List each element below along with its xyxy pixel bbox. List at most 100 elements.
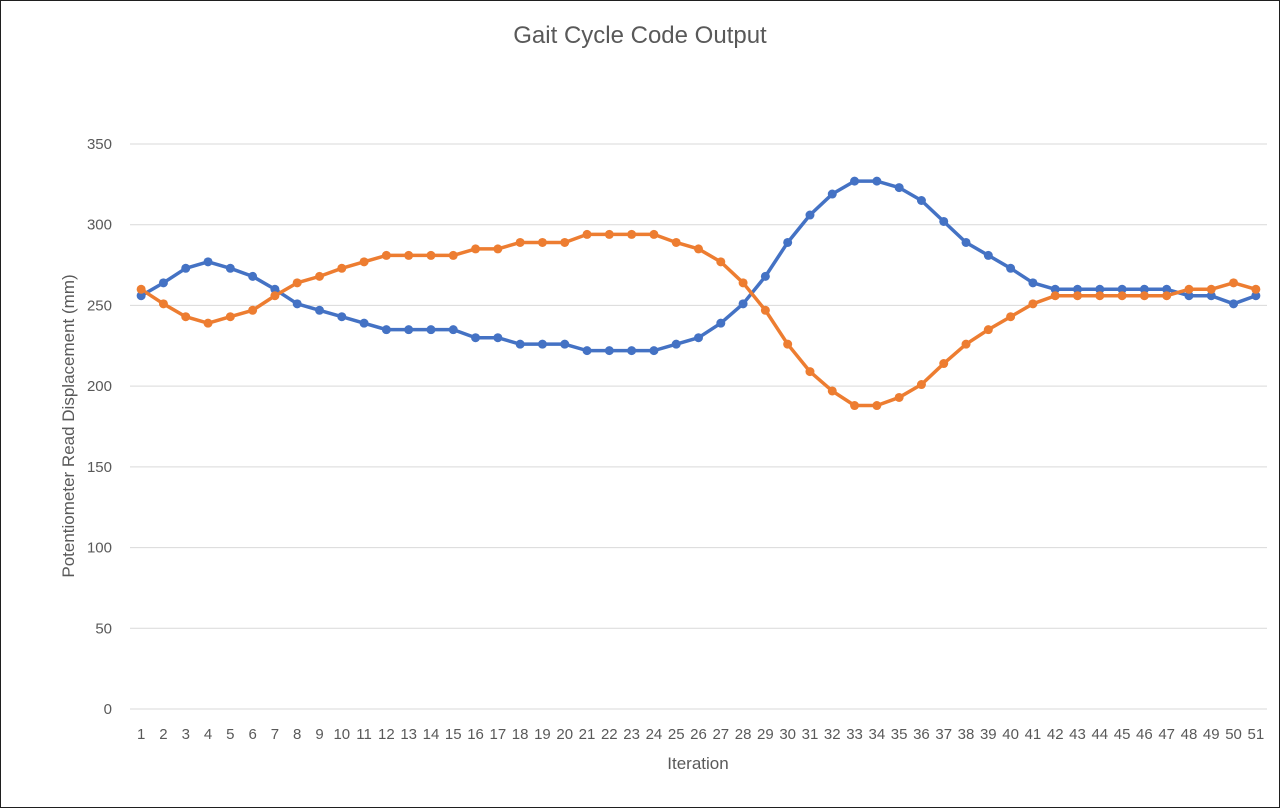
series-1-point bbox=[671, 339, 681, 349]
series-2-point bbox=[1206, 284, 1216, 294]
series-2-point bbox=[671, 237, 681, 247]
x-tick-label: 19 bbox=[534, 726, 551, 743]
x-tick-label: 18 bbox=[512, 726, 529, 743]
x-tick-label: 46 bbox=[1136, 726, 1153, 743]
series-1-point bbox=[181, 263, 191, 273]
y-tick-label: 100 bbox=[87, 540, 112, 557]
series-2-point bbox=[181, 312, 191, 322]
series-1-point bbox=[827, 189, 837, 199]
series-2-point bbox=[203, 318, 213, 328]
series-1-point bbox=[694, 333, 703, 343]
series-2-point bbox=[404, 250, 414, 260]
series-1-point bbox=[916, 196, 926, 205]
x-tick-label: 6 bbox=[248, 726, 256, 743]
series-2-point bbox=[916, 380, 926, 390]
x-tick-label: 7 bbox=[271, 726, 279, 743]
x-tick-label: 37 bbox=[935, 726, 952, 743]
series-1-point bbox=[270, 284, 280, 294]
series-2-point bbox=[1139, 291, 1149, 301]
x-tick-label: 33 bbox=[846, 726, 863, 743]
series-2-point bbox=[716, 257, 726, 267]
series-1-point bbox=[1206, 291, 1216, 301]
series-2-point bbox=[515, 237, 525, 247]
series-1-point bbox=[961, 237, 971, 247]
series-2-point bbox=[292, 278, 302, 288]
series-1-point bbox=[1073, 284, 1082, 294]
series-2-point bbox=[738, 278, 748, 288]
x-tick-label: 41 bbox=[1025, 726, 1042, 743]
series-2-point bbox=[1184, 284, 1194, 294]
x-tick-label: 21 bbox=[579, 726, 596, 743]
series-2-point bbox=[604, 229, 614, 239]
x-tick-label: 12 bbox=[378, 726, 395, 743]
series-2-point bbox=[939, 359, 949, 369]
x-tick-label: 14 bbox=[423, 726, 440, 743]
series-1-point bbox=[604, 346, 614, 356]
y-tick-label: 50 bbox=[95, 620, 112, 637]
x-tick-label: 15 bbox=[445, 726, 462, 743]
x-tick-label: 48 bbox=[1181, 726, 1198, 743]
x-tick-label: 30 bbox=[779, 726, 796, 743]
y-axis-title: Potentiometer Read Displacement (mm) bbox=[59, 274, 78, 577]
series-1-point bbox=[493, 333, 503, 343]
series-1-point bbox=[716, 318, 726, 328]
series-2-point bbox=[850, 401, 860, 411]
series-1-point bbox=[1139, 284, 1149, 294]
series-1-point bbox=[1251, 291, 1261, 301]
series-2-point bbox=[560, 237, 570, 247]
series-1-point bbox=[136, 291, 146, 301]
x-tick-label: 1 bbox=[137, 726, 145, 743]
series-1-point bbox=[1050, 284, 1060, 294]
series-1-point bbox=[649, 346, 659, 356]
x-tick-label: 17 bbox=[490, 726, 507, 743]
y-tick-label: 350 bbox=[87, 136, 112, 153]
series-2-point bbox=[315, 271, 324, 281]
series-2-point bbox=[983, 325, 993, 335]
chart-title: Gait Cycle Code Output bbox=[513, 22, 767, 49]
series-2-point bbox=[248, 305, 258, 315]
series-2-point bbox=[1006, 312, 1016, 322]
series-2-point bbox=[1251, 284, 1261, 294]
series-2-point bbox=[359, 257, 369, 267]
y-tick-label: 200 bbox=[87, 378, 112, 395]
series-2-point bbox=[1050, 291, 1060, 301]
x-tick-label: 9 bbox=[315, 726, 323, 743]
series-2-point bbox=[1073, 291, 1082, 301]
series-1-point bbox=[448, 325, 458, 335]
y-tick-label: 250 bbox=[87, 297, 112, 314]
series-2-point bbox=[537, 237, 547, 247]
series-1-point bbox=[1184, 291, 1194, 301]
series-2-point bbox=[1117, 291, 1127, 301]
series-2-point bbox=[872, 401, 882, 411]
series-2-point bbox=[649, 229, 659, 239]
x-tick-label: 4 bbox=[204, 726, 212, 743]
x-tick-label: 23 bbox=[623, 726, 640, 743]
x-tick-label: 2 bbox=[159, 726, 167, 743]
series-2-point bbox=[1028, 299, 1038, 309]
series-2-point bbox=[1162, 291, 1172, 301]
series-1-point bbox=[983, 250, 993, 260]
series-2-point bbox=[493, 244, 503, 254]
x-tick-label: 27 bbox=[712, 726, 729, 743]
series-2-point bbox=[381, 250, 391, 260]
series-1-point bbox=[805, 210, 815, 220]
x-tick-label: 28 bbox=[735, 726, 752, 743]
x-tick-label: 51 bbox=[1248, 726, 1265, 743]
series-1-point bbox=[850, 176, 860, 186]
series-2-point bbox=[805, 367, 815, 377]
series-1-point bbox=[337, 312, 347, 322]
series-1-point bbox=[158, 278, 168, 288]
x-tick-label: 29 bbox=[757, 726, 774, 743]
x-tick-label: 25 bbox=[668, 726, 685, 743]
series-2-point bbox=[426, 250, 436, 260]
series-1-point bbox=[1006, 263, 1016, 273]
series-1-point bbox=[894, 183, 904, 193]
series-1-point bbox=[359, 318, 369, 328]
series-1-point bbox=[939, 216, 949, 226]
series-1-point bbox=[872, 176, 882, 186]
series-1-point bbox=[292, 299, 302, 309]
x-tick-label: 45 bbox=[1114, 726, 1131, 743]
series-1-point bbox=[560, 339, 570, 349]
